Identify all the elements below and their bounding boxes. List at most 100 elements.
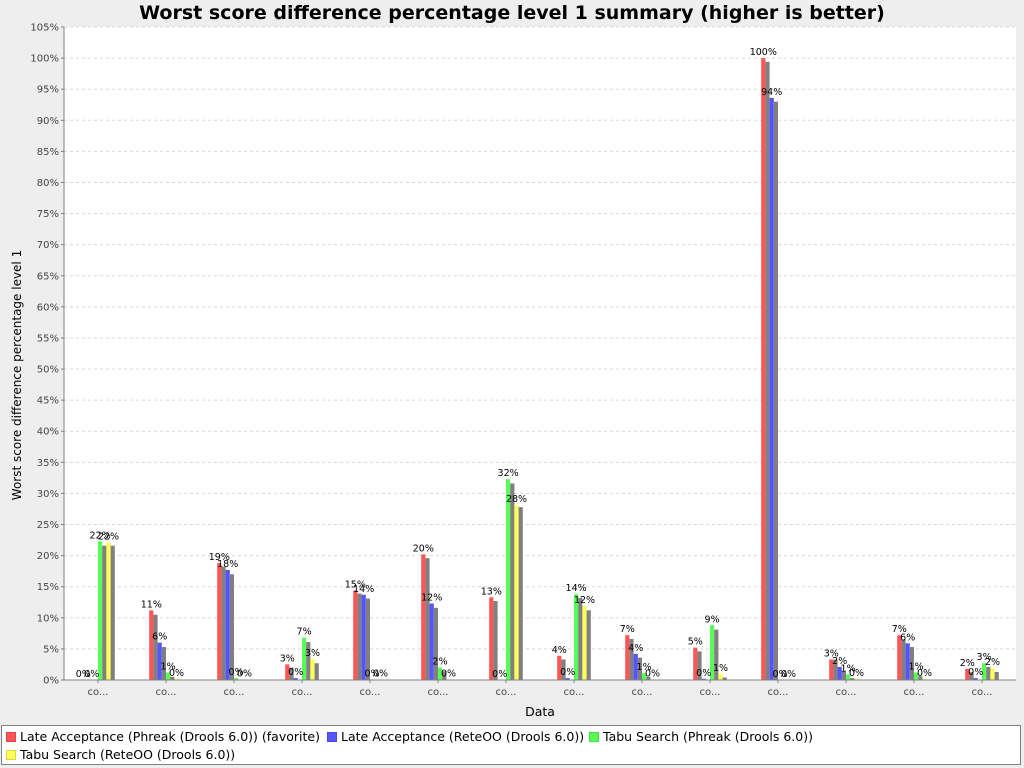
y-tick-label: 30%	[37, 489, 59, 500]
bar	[722, 677, 727, 680]
legend-swatch-red	[6, 731, 16, 742]
chart-title: Worst score difference percentage level …	[139, 2, 885, 24]
data-label: 2%	[433, 657, 448, 668]
data-label: 20%	[413, 543, 434, 554]
plot-background	[64, 27, 1016, 680]
bar	[157, 642, 162, 680]
bar	[837, 666, 842, 680]
x-tick-label: co...	[768, 687, 789, 698]
data-label: 0%	[492, 669, 507, 680]
legend-item: Tabu Search (Phreak (Drools 6.0))	[589, 729, 813, 744]
y-tick-label: 55%	[37, 333, 59, 344]
data-label: 14%	[353, 584, 374, 595]
bar	[986, 666, 991, 680]
x-tick-label: co...	[360, 687, 381, 698]
y-tick-label: 15%	[37, 582, 59, 593]
data-label: 2%	[985, 657, 1000, 668]
bar	[965, 668, 970, 680]
y-tick-label: 70%	[37, 240, 59, 251]
chart-plot: 0%0%22%22%11%6%1%0%19%18%0%0%3%0%7%3%15%…	[10, 23, 1016, 719]
data-label: 3%	[305, 648, 320, 659]
data-label: 0%	[237, 668, 252, 679]
data-label: 14%	[566, 583, 587, 594]
x-tick-label: co...	[224, 687, 245, 698]
legend-swatch-green	[589, 731, 599, 742]
bar	[710, 625, 715, 680]
bar	[433, 607, 438, 680]
bar	[994, 671, 999, 680]
bar	[174, 678, 179, 680]
data-label: 32%	[498, 468, 519, 479]
legend-item: Late Acceptance (Phreak (Drools 6.0)) (f…	[6, 729, 320, 744]
bar	[365, 598, 370, 680]
bar	[153, 614, 158, 680]
data-label: 6%	[152, 632, 167, 643]
bar	[106, 542, 111, 680]
data-label: 5%	[688, 637, 703, 648]
y-axis-label: Worst score difference percentage level …	[10, 250, 24, 500]
bar	[642, 673, 647, 680]
data-label: 1%	[909, 662, 924, 673]
data-label: 0%	[229, 667, 244, 678]
data-label: 3%	[977, 652, 992, 663]
bar	[922, 678, 927, 680]
y-tick-label: 75%	[37, 209, 59, 220]
bar	[166, 672, 171, 680]
data-label: 28%	[506, 494, 527, 505]
bar	[421, 554, 426, 680]
y-tick-label: 0%	[43, 676, 59, 687]
data-label: 7%	[297, 627, 312, 638]
y-tick-label: 100%	[30, 54, 59, 65]
bar	[901, 639, 906, 680]
data-label: 12%	[574, 595, 595, 606]
data-label: 4%	[628, 643, 643, 654]
x-tick-label: co...	[836, 687, 857, 698]
bar	[973, 678, 978, 680]
bar	[574, 594, 579, 680]
data-label: 11%	[141, 599, 162, 610]
bar	[905, 643, 910, 680]
x-tick-label: co...	[972, 687, 993, 698]
y-tick-label: 40%	[37, 427, 59, 438]
bar	[773, 101, 778, 680]
bar	[693, 647, 698, 680]
bar	[442, 671, 447, 680]
bar-series	[98, 58, 999, 681]
bar	[637, 657, 642, 680]
bar	[846, 674, 851, 680]
bar	[897, 635, 902, 680]
data-label: 0%	[441, 668, 456, 679]
y-tick-label: 85%	[37, 147, 59, 158]
y-tick-label: 95%	[37, 85, 59, 96]
bar	[438, 667, 443, 680]
data-label: 0%	[773, 669, 788, 680]
bar	[854, 678, 859, 680]
bar	[510, 483, 515, 680]
bar	[850, 678, 855, 680]
bar	[110, 545, 115, 680]
bar	[625, 635, 630, 680]
data-label: 18%	[217, 559, 238, 570]
bar	[353, 590, 358, 680]
bar	[357, 593, 362, 680]
bar	[841, 671, 846, 680]
data-label: 7%	[892, 624, 907, 635]
x-tick-label: co...	[88, 687, 109, 698]
data-label: 0%	[968, 667, 983, 678]
x-tick-label: co...	[292, 687, 313, 698]
bar	[229, 574, 234, 680]
data-label: 6%	[900, 632, 915, 643]
data-label: 94%	[761, 87, 782, 98]
bar	[217, 563, 222, 680]
bar	[310, 658, 315, 680]
data-label: 0%	[781, 669, 796, 680]
bar	[578, 597, 583, 680]
y-tick-label: 45%	[37, 396, 59, 407]
bar	[718, 673, 723, 680]
bar	[833, 659, 838, 680]
bar	[646, 676, 651, 680]
legend-label: Tabu Search (ReteOO (Drools 6.0))	[20, 747, 236, 762]
data-label: 0%	[696, 668, 711, 679]
data-labels: 0%0%22%22%11%6%1%0%19%18%0%0%3%0%7%3%15%…	[76, 47, 1000, 680]
data-label: 4%	[552, 645, 567, 656]
